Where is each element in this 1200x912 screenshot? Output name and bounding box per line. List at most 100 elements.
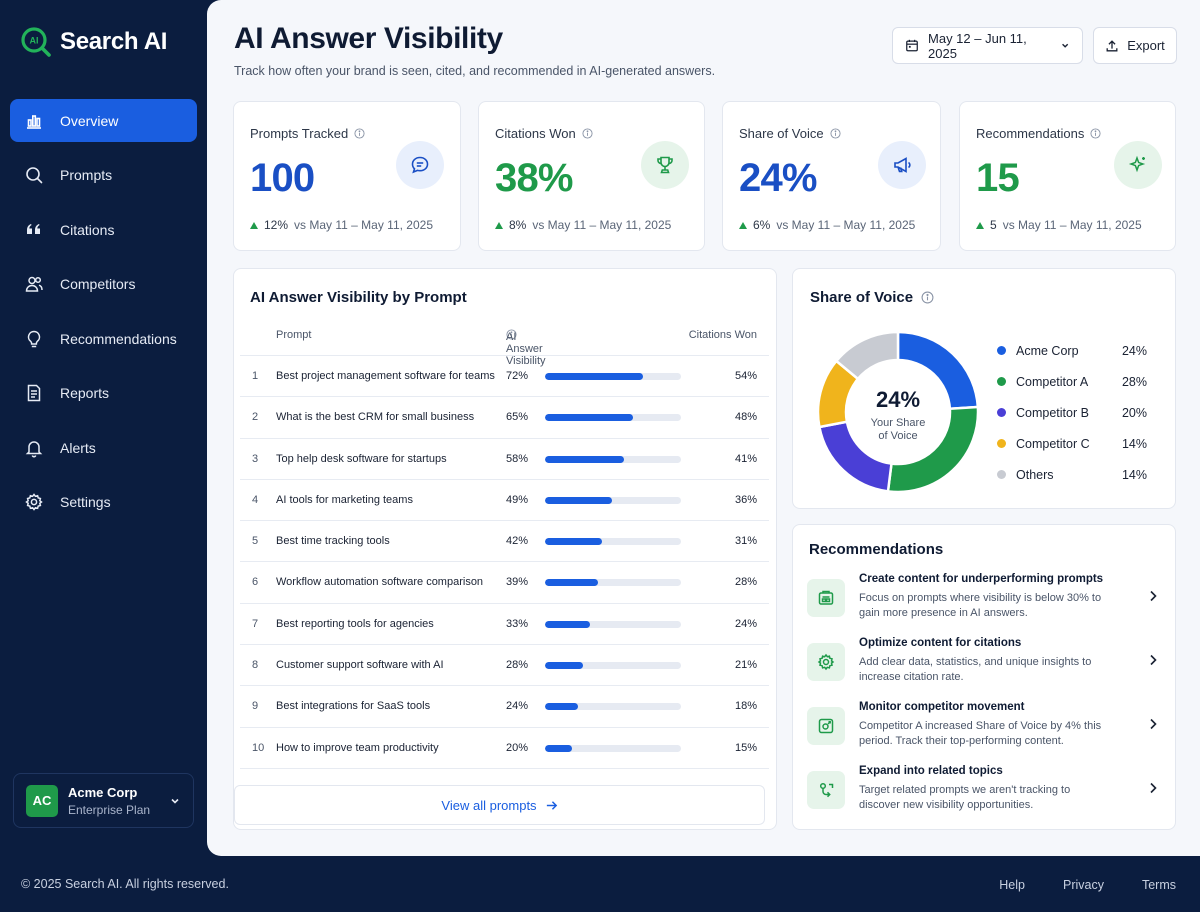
table-row[interactable]: 5 Best time tracking tools 42% 31%	[240, 521, 769, 563]
donut-slice[interactable]	[834, 330, 900, 381]
donut-center-value: 24%	[875, 387, 921, 412]
row-visibility: 28%	[506, 659, 529, 672]
kpi-delta: 5 vs May 11 – May 11, 2025	[976, 218, 1142, 232]
legend-name: Others	[1016, 467, 1054, 482]
row-visibility: 58%	[506, 452, 529, 465]
recommendation-item[interactable]: Expand into related topics Target relate…	[807, 765, 1164, 821]
sidebar-item-citations[interactable]: Citations	[10, 208, 197, 251]
row-citations: 21%	[734, 659, 757, 672]
legend-item: Competitor B 20%	[997, 397, 1147, 428]
export-button[interactable]: Export	[1093, 27, 1177, 64]
kpi-card-prompts-tracked: Prompts Tracked 100 12% vs May 11 – May …	[233, 101, 461, 251]
recommendation-title: Optimize content for citations	[859, 637, 1022, 649]
footer-links: Help Privacy Terms	[999, 878, 1176, 892]
table-title: AI Answer Visibility by Prompt	[250, 289, 467, 306]
share-of-voice-donut	[816, 330, 980, 494]
legend-dot	[997, 346, 1006, 355]
legend-value: 14%	[1121, 436, 1147, 451]
table-row[interactable]: 6 Workflow automation software comparison…	[240, 562, 769, 604]
footer-link-privacy[interactable]: Privacy	[1062, 878, 1104, 892]
row-citations: 41%	[734, 452, 757, 465]
sidebar-item-label: Reports	[60, 385, 110, 401]
sidebar-item-label: Competitors	[60, 276, 136, 292]
recommendation-title: Expand into related topics	[859, 765, 1003, 777]
table-row[interactable]: 10 How to improve team productivity 20% 15%	[240, 728, 769, 769]
info-icon[interactable]	[1090, 128, 1101, 139]
sidebar-item-settings[interactable]: Settings	[10, 481, 197, 524]
visibility-bar	[545, 579, 681, 587]
kpi-value: 100	[250, 156, 315, 200]
expand-icon	[819, 782, 834, 798]
arrow-right-icon	[546, 800, 557, 810]
legend-value: 14%	[1121, 467, 1147, 482]
table-row[interactable]: 8 Customer support software with AI 28% 21%	[240, 645, 769, 687]
row-visibility: 39%	[506, 576, 529, 589]
sidebar-item-recommendations[interactable]: Recommendations	[10, 317, 197, 360]
avatar: AC	[26, 784, 58, 817]
date-range-picker[interactable]: May 12 – Jun 11, 2025	[892, 27, 1083, 64]
recommendation-item[interactable]: Optimize content for citations Add clear…	[807, 637, 1164, 693]
app-logo[interactable]: AI Search AI	[20, 26, 167, 58]
recommendation-desc: Add clear data, statistics, and unique i…	[859, 656, 1092, 683]
visibility-by-prompt-card: AI Answer Visibility by Prompt Prompt AI…	[233, 268, 777, 830]
kpi-value: 15	[976, 156, 1020, 200]
visibility-bar	[545, 496, 681, 504]
row-citations: 28%	[734, 576, 757, 589]
donut-center-label-line2: of Voice	[878, 430, 918, 442]
trophy-icon	[657, 156, 673, 174]
column-header-prompt[interactable]: Prompt	[276, 329, 312, 341]
info-icon[interactable]	[582, 128, 593, 139]
table-row[interactable]: 4 AI tools for marketing teams 49% 36%	[240, 480, 769, 522]
sidebar-item-prompts[interactable]: Prompts	[10, 154, 197, 197]
search-icon	[26, 167, 43, 184]
row-number: 2	[252, 411, 259, 424]
upload-icon	[1106, 39, 1118, 51]
kpi-delta: 6% vs May 11 – May 11, 2025	[739, 218, 915, 232]
info-icon[interactable]	[830, 128, 841, 139]
row-number: 5	[252, 535, 259, 548]
footer-link-help[interactable]: Help	[999, 878, 1025, 892]
sidebar-item-label: Recommendations	[60, 330, 177, 347]
legend-item: Competitor A 28%	[997, 366, 1147, 397]
legend-dot	[997, 408, 1006, 417]
recommendation-desc: Focus on prompts where visibility is bel…	[859, 592, 1102, 619]
recommendation-item[interactable]: Create content for underperforming promp…	[807, 573, 1164, 629]
view-all-prompts-link[interactable]: View all prompts	[234, 785, 765, 825]
rec-icon-wrap	[807, 771, 845, 809]
visibility-bar	[545, 373, 681, 380]
visibility-bar-fill	[545, 744, 573, 752]
kpi-compare: vs May 11 – May 11, 2025	[1002, 218, 1142, 232]
chevron-right-icon	[1150, 654, 1157, 666]
settings-icon	[817, 653, 835, 671]
column-header-citations[interactable]: Citations Won	[688, 329, 757, 341]
row-visibility: 24%	[506, 700, 529, 713]
info-icon[interactable]	[354, 128, 365, 139]
kpi-card-share-of-voice: Share of Voice 24% 6% vs May 11 – May 11…	[722, 101, 941, 251]
info-icon[interactable]	[921, 291, 934, 304]
sidebar-item-alerts[interactable]: Alerts	[10, 426, 197, 469]
info-icon[interactable]	[506, 329, 517, 340]
footer-link-terms[interactable]: Terms	[1141, 878, 1176, 892]
visibility-bar-fill	[545, 538, 603, 546]
table-row[interactable]: 2 What is the best CRM for small business…	[240, 397, 769, 439]
legend-dot	[997, 439, 1006, 448]
row-visibility: 49%	[506, 493, 529, 506]
legend-dot	[997, 377, 1006, 386]
sidebar: AI Search AI Overview Prompts Citations …	[0, 0, 207, 856]
column-header-visibility[interactable]: AI Answer Visibility	[506, 329, 546, 367]
table-row[interactable]: 3 Top help desk software for startups 58% 4…	[240, 439, 769, 480]
visibility-bar	[545, 414, 681, 422]
account-switcher[interactable]: AC Acme Corp Enterprise Plan	[13, 773, 194, 828]
table-row[interactable]: 1 Best project management software for te…	[240, 356, 769, 398]
table-row[interactable]: 9 Best integrations for SaaS tools 24% 18%	[240, 686, 769, 728]
table-row[interactable]: 7 Best reporting tools for agencies 33% 24%	[240, 604, 769, 646]
kpi-delta-value: 5	[990, 218, 997, 232]
kpi-delta: 12% vs May 11 – May 11, 2025	[250, 218, 433, 232]
sidebar-item-reports[interactable]: Reports	[10, 372, 197, 415]
row-prompt: Best time tracking tools	[276, 535, 390, 548]
recommendation-item[interactable]: Monitor competitor movement Competitor A…	[807, 701, 1164, 757]
sidebar-item-competitors[interactable]: Competitors	[10, 263, 197, 306]
kpi-value: 24%	[739, 156, 817, 200]
sidebar-item-overview[interactable]: Overview	[10, 99, 197, 142]
visibility-bar	[545, 620, 681, 628]
